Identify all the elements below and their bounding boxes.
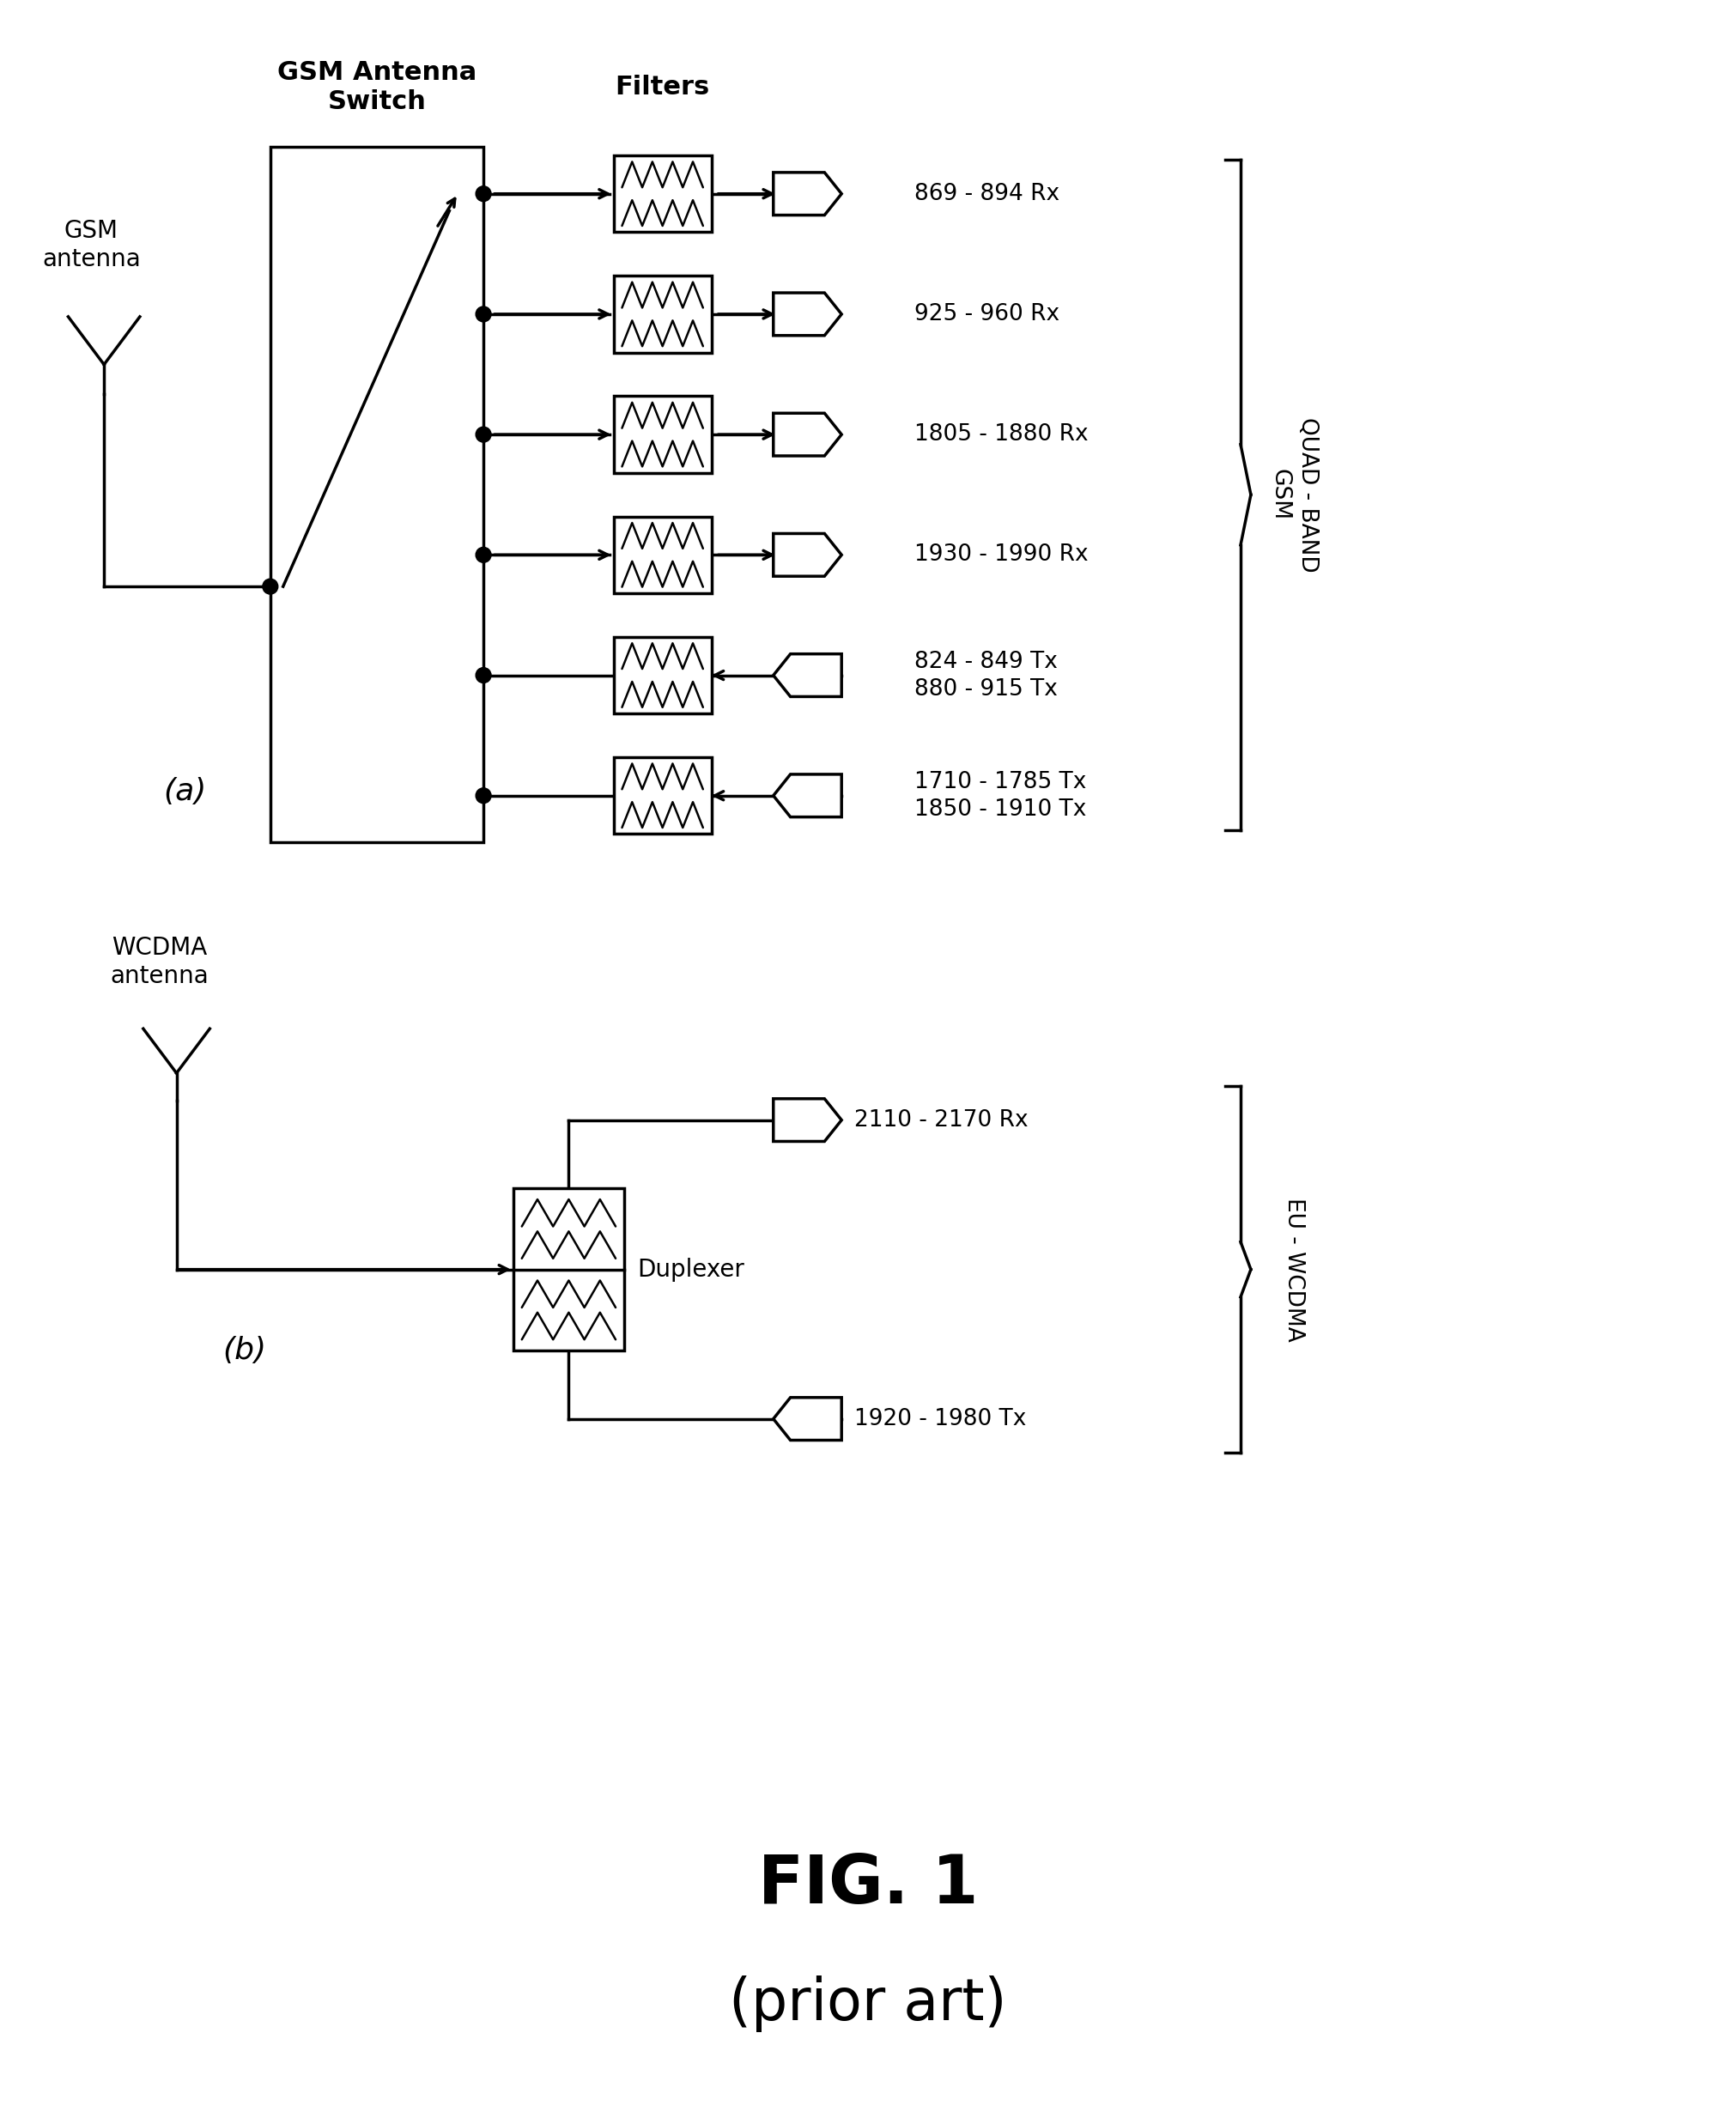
Circle shape <box>476 548 491 563</box>
Bar <box>613 758 712 835</box>
Polygon shape <box>773 775 842 818</box>
Text: WCDMA
antenna: WCDMA antenna <box>109 937 208 988</box>
Text: 824 - 849 Tx
880 - 915 Tx: 824 - 849 Tx 880 - 915 Tx <box>915 650 1057 701</box>
Polygon shape <box>773 414 842 457</box>
Text: FIG. 1: FIG. 1 <box>759 1852 977 1916</box>
Bar <box>271 147 483 843</box>
Text: (a): (a) <box>163 777 207 805</box>
Polygon shape <box>773 1398 842 1440</box>
Bar <box>613 516 712 593</box>
Circle shape <box>262 580 278 595</box>
Text: Filters: Filters <box>615 74 710 100</box>
Text: 869 - 894 Rx: 869 - 894 Rx <box>915 183 1059 204</box>
Bar <box>613 155 712 232</box>
Bar <box>514 1187 625 1351</box>
Text: 1710 - 1785 Tx
1850 - 1910 Tx: 1710 - 1785 Tx 1850 - 1910 Tx <box>915 771 1087 820</box>
Text: 925 - 960 Rx: 925 - 960 Rx <box>915 304 1059 325</box>
Polygon shape <box>773 533 842 576</box>
Text: 1930 - 1990 Rx: 1930 - 1990 Rx <box>915 544 1088 567</box>
Text: 2110 - 2170 Rx: 2110 - 2170 Rx <box>854 1109 1028 1132</box>
Circle shape <box>476 187 491 202</box>
Text: GSM
antenna: GSM antenna <box>42 219 141 272</box>
Circle shape <box>476 667 491 684</box>
Text: 1805 - 1880 Rx: 1805 - 1880 Rx <box>915 423 1088 446</box>
Text: Duplexer: Duplexer <box>637 1257 745 1281</box>
Text: EU - WCDMA: EU - WCDMA <box>1283 1198 1305 1342</box>
Text: QUAD - BAND
GSM: QUAD - BAND GSM <box>1269 416 1318 571</box>
Polygon shape <box>773 293 842 336</box>
Polygon shape <box>773 654 842 697</box>
Circle shape <box>476 306 491 323</box>
Circle shape <box>476 427 491 442</box>
Text: (b): (b) <box>222 1336 267 1366</box>
Bar <box>613 276 712 353</box>
Polygon shape <box>773 172 842 215</box>
Text: 1920 - 1980 Tx: 1920 - 1980 Tx <box>854 1408 1026 1429</box>
Text: (prior art): (prior art) <box>729 1975 1007 2033</box>
Bar <box>613 395 712 474</box>
Polygon shape <box>773 1098 842 1141</box>
Circle shape <box>476 788 491 803</box>
Text: GSM Antenna
Switch: GSM Antenna Switch <box>278 59 477 115</box>
Bar <box>613 637 712 714</box>
